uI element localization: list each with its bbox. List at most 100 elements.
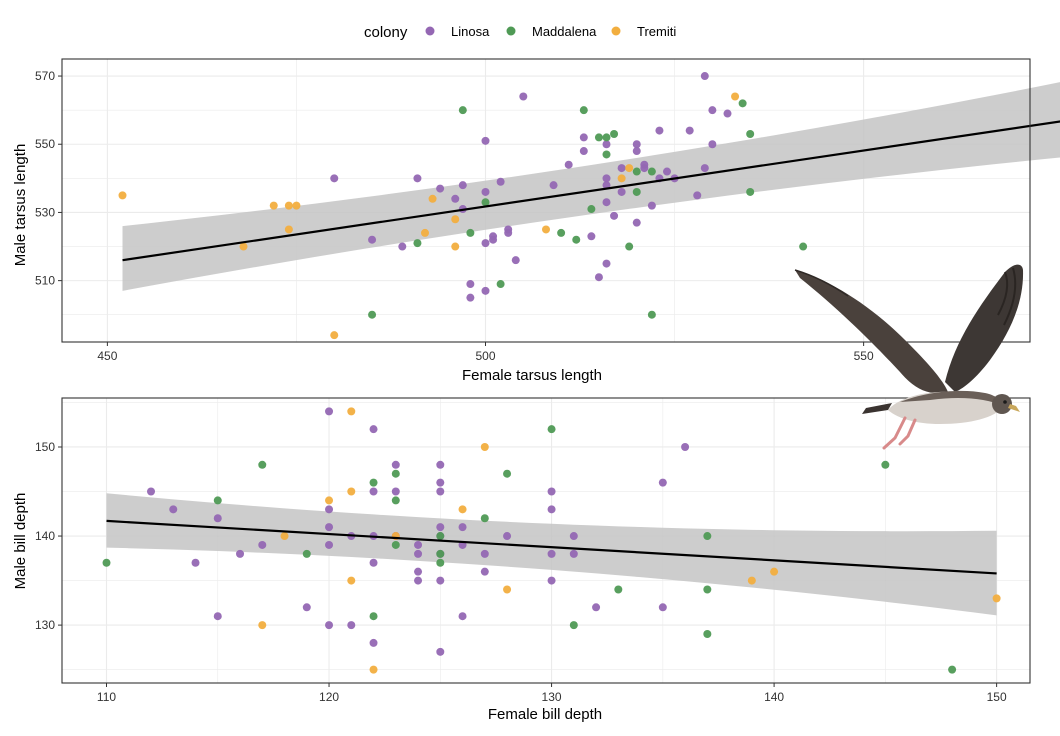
legend-key-linosa [425, 26, 435, 36]
point-maddalena [610, 130, 619, 139]
point-maddalena [799, 242, 808, 251]
y-tick-label: 510 [35, 274, 55, 288]
point-linosa [655, 126, 664, 135]
point-maddalena [368, 310, 377, 319]
point-linosa [511, 256, 520, 265]
panel-bill: 110 120 130 140 150 130 140 150 Female bill dep… [12, 397, 1031, 723]
point-linosa [191, 558, 200, 567]
legend-title: colony [364, 24, 408, 41]
point-linosa [602, 259, 611, 268]
point-linosa [602, 198, 611, 207]
point-linosa [458, 612, 467, 621]
point-linosa [325, 523, 334, 532]
point-tremiti [239, 242, 248, 251]
point-tremiti [280, 532, 289, 541]
point-linosa [489, 235, 498, 244]
point-tremiti [369, 665, 378, 674]
point-linosa [617, 164, 626, 173]
point-maddalena [369, 612, 378, 621]
point-linosa [369, 558, 378, 567]
point-maddalena [579, 106, 588, 115]
point-linosa [369, 487, 378, 496]
regression-line [106, 519, 997, 575]
point-maddalena [481, 198, 490, 207]
point-maddalena [213, 496, 222, 505]
point-tremiti [542, 225, 550, 234]
point-linosa [547, 505, 556, 514]
point-linosa [436, 460, 445, 469]
point-tremiti [451, 242, 460, 251]
point-tremiti [269, 201, 278, 210]
point-maddalena [647, 167, 656, 176]
point-linosa [458, 523, 467, 532]
point-linosa [708, 106, 717, 115]
point-linosa [413, 174, 422, 183]
point-linosa [451, 194, 460, 203]
panel-tarsus: 450 500 550 510 530 550 570 Female tarsus leng… [12, 58, 1060, 384]
ci-band-tarsus [122, 82, 1060, 291]
x-tick-label: 140 [764, 690, 784, 704]
point-linosa [564, 160, 573, 169]
point-maddalena [413, 239, 422, 248]
fit-line-tarsus [122, 120, 1060, 262]
point-linosa [466, 280, 475, 289]
point-maddalena [703, 630, 712, 639]
legend: colony Linosa Maddalena Tremiti [364, 24, 676, 41]
fit-line-bill [106, 519, 997, 575]
point-linosa [681, 442, 690, 451]
point-linosa [258, 540, 267, 549]
y-tick-label: 130 [35, 618, 55, 632]
point-linosa [436, 487, 445, 496]
point-maddalena [466, 228, 475, 237]
point-tremiti [458, 505, 467, 514]
point-tremiti [330, 331, 339, 340]
point-linosa [602, 181, 611, 190]
point-linosa [466, 293, 475, 302]
point-linosa [436, 523, 445, 532]
point-maddalena [436, 532, 445, 541]
point-linosa [632, 140, 641, 149]
point-tremiti [770, 567, 779, 576]
point-maddalena [703, 532, 712, 541]
points-tarsus [118, 72, 808, 340]
point-linosa [147, 487, 156, 496]
point-linosa [169, 505, 178, 514]
point-linosa [398, 242, 407, 251]
y-axis-title-tarsus: Male tarsus length [12, 144, 29, 267]
point-linosa [325, 505, 334, 514]
point-tremiti [747, 576, 756, 585]
point-tremiti [451, 215, 460, 224]
legend-label-tremiti: Tremiti [637, 24, 676, 39]
point-linosa [213, 514, 222, 523]
point-linosa [632, 147, 641, 156]
confidence-band [122, 82, 1060, 291]
x-tick-label: 500 [475, 349, 495, 363]
x-axis-title-bill: Female bill depth [488, 706, 602, 723]
point-linosa [330, 174, 339, 183]
point-linosa [414, 540, 423, 549]
point-maddalena [302, 549, 311, 558]
point-maddalena [587, 205, 596, 214]
point-tremiti [347, 487, 356, 496]
point-linosa [347, 621, 356, 630]
point-linosa [592, 603, 601, 612]
x-tick-label: 550 [854, 349, 874, 363]
point-linosa [594, 273, 603, 282]
point-linosa [325, 540, 334, 549]
x-tick-label: 110 [97, 690, 116, 704]
point-tremiti [284, 225, 293, 234]
regression-line [122, 120, 1060, 262]
point-maddalena [557, 228, 566, 237]
point-tremiti [284, 201, 293, 210]
point-tremiti [118, 191, 127, 200]
point-maddalena [632, 187, 641, 196]
point-linosa [436, 576, 445, 585]
point-linosa [436, 184, 445, 193]
point-tremiti [258, 621, 267, 630]
point-linosa [658, 478, 667, 487]
point-linosa [700, 72, 709, 81]
shearwater-bird-icon [794, 264, 1024, 450]
point-linosa [302, 603, 311, 612]
point-maddalena [881, 460, 890, 469]
x-tick-label: 130 [542, 690, 562, 704]
